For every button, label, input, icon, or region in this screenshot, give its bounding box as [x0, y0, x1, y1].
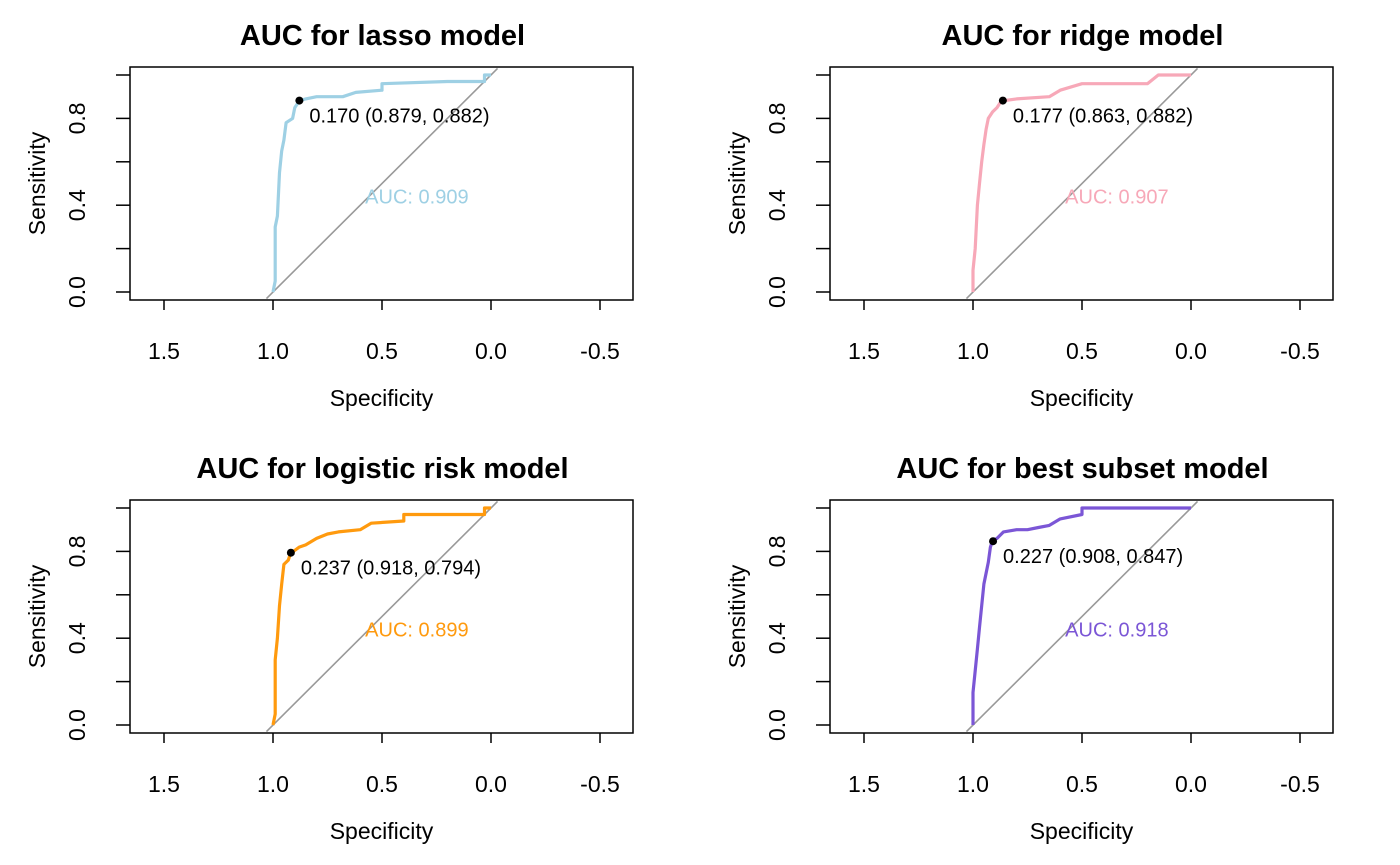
y-tick-label: 0.8	[64, 535, 90, 567]
y-tick-label: 0.8	[764, 102, 790, 134]
roc-curve	[971, 73, 1191, 292]
x-tick-label: 0.5	[366, 771, 398, 797]
roc-panel-3: AUC for logistic risk model 1.5 1.0 0.5 0.0 -…	[24, 453, 634, 844]
y-tick-label: 0.8	[764, 535, 790, 567]
threshold-point	[295, 96, 304, 105]
threshold-label: 0.227 (0.908, 0.847)	[1003, 546, 1183, 568]
x-tick-label: 0.0	[475, 771, 507, 797]
threshold-point	[989, 537, 998, 546]
diagonal-reference-line	[965, 67, 1199, 300]
x-tick-label: -0.5	[580, 338, 620, 364]
x-tick-label: -0.5	[580, 771, 620, 797]
y-axis-label: Sensitivity	[724, 564, 750, 668]
y-tick-label: 0.0	[764, 709, 790, 741]
y-tick-label: 0.0	[64, 709, 90, 741]
x-tick-label: 0.0	[1175, 771, 1207, 797]
x-axis-label: Specificity	[330, 385, 434, 411]
diagonal-reference-line	[265, 67, 499, 300]
chart-title: AUC for lasso model	[240, 20, 525, 52]
x-tick-label: -0.5	[1280, 771, 1320, 797]
x-tick-label: 0.0	[475, 338, 507, 364]
x-tick-label: 0.5	[366, 338, 398, 364]
y-tick-label: 0.0	[64, 276, 90, 308]
x-tick-label: 0.5	[1066, 771, 1098, 797]
x-tick-label: 1.0	[957, 771, 989, 797]
auc-label: AUC: 0.899	[365, 620, 468, 642]
roc-curve	[271, 506, 491, 726]
chart-title: AUC for ridge model	[942, 20, 1224, 52]
roc-panel-4: AUC for best subset model 1.5 1.0 0.5 0.0 -0.…	[724, 453, 1334, 844]
y-tick-label: 0.4	[764, 622, 790, 654]
x-axis-label: Specificity	[330, 818, 434, 844]
chart-title: AUC for logistic risk model	[196, 453, 568, 485]
auc-label: AUC: 0.907	[1065, 187, 1168, 209]
x-axis-label: Specificity	[1030, 818, 1134, 844]
auc-label: AUC: 0.909	[365, 187, 468, 209]
diagonal-reference-line	[265, 500, 499, 733]
x-axis-label: Specificity	[1030, 385, 1134, 411]
diagonal-reference-line	[965, 500, 1199, 733]
x-tick-label: 1.5	[848, 338, 880, 364]
y-tick-label: 0.4	[764, 189, 790, 221]
x-tick-label: 0.5	[1066, 338, 1098, 364]
threshold-point	[998, 96, 1007, 105]
y-axis-label: Sensitivity	[724, 131, 750, 235]
chart-title: AUC for best subset model	[896, 453, 1268, 485]
x-tick-label: 1.0	[957, 338, 989, 364]
auc-label: AUC: 0.918	[1065, 620, 1168, 642]
threshold-label: 0.170 (0.879, 0.882)	[309, 106, 489, 128]
y-axis-label: Sensitivity	[24, 564, 50, 668]
x-tick-label: 1.5	[148, 338, 180, 364]
threshold-point	[286, 548, 295, 557]
threshold-label: 0.237 (0.918, 0.794)	[301, 558, 481, 580]
x-tick-label: -0.5	[1280, 338, 1320, 364]
y-tick-label: 0.8	[64, 102, 90, 134]
x-tick-label: 1.0	[257, 771, 289, 797]
x-tick-label: 1.5	[148, 771, 180, 797]
y-tick-label: 0.4	[64, 189, 90, 221]
roc-panel-1: AUC for lasso model 1.5 1.0 0.5 0.0 -0.5 0.0 0.…	[24, 20, 634, 411]
y-axis-label: Sensitivity	[24, 131, 50, 235]
y-tick-label: 0.0	[764, 276, 790, 308]
y-tick-label: 0.4	[64, 622, 90, 654]
x-tick-label: 0.0	[1175, 338, 1207, 364]
x-tick-label: 1.5	[848, 771, 880, 797]
threshold-label: 0.177 (0.863, 0.882)	[1013, 106, 1193, 128]
x-tick-label: 1.0	[257, 338, 289, 364]
roc-panel-2: AUC for ridge model 1.5 1.0 0.5 0.0 -0.5 0.0 0.…	[724, 20, 1334, 411]
